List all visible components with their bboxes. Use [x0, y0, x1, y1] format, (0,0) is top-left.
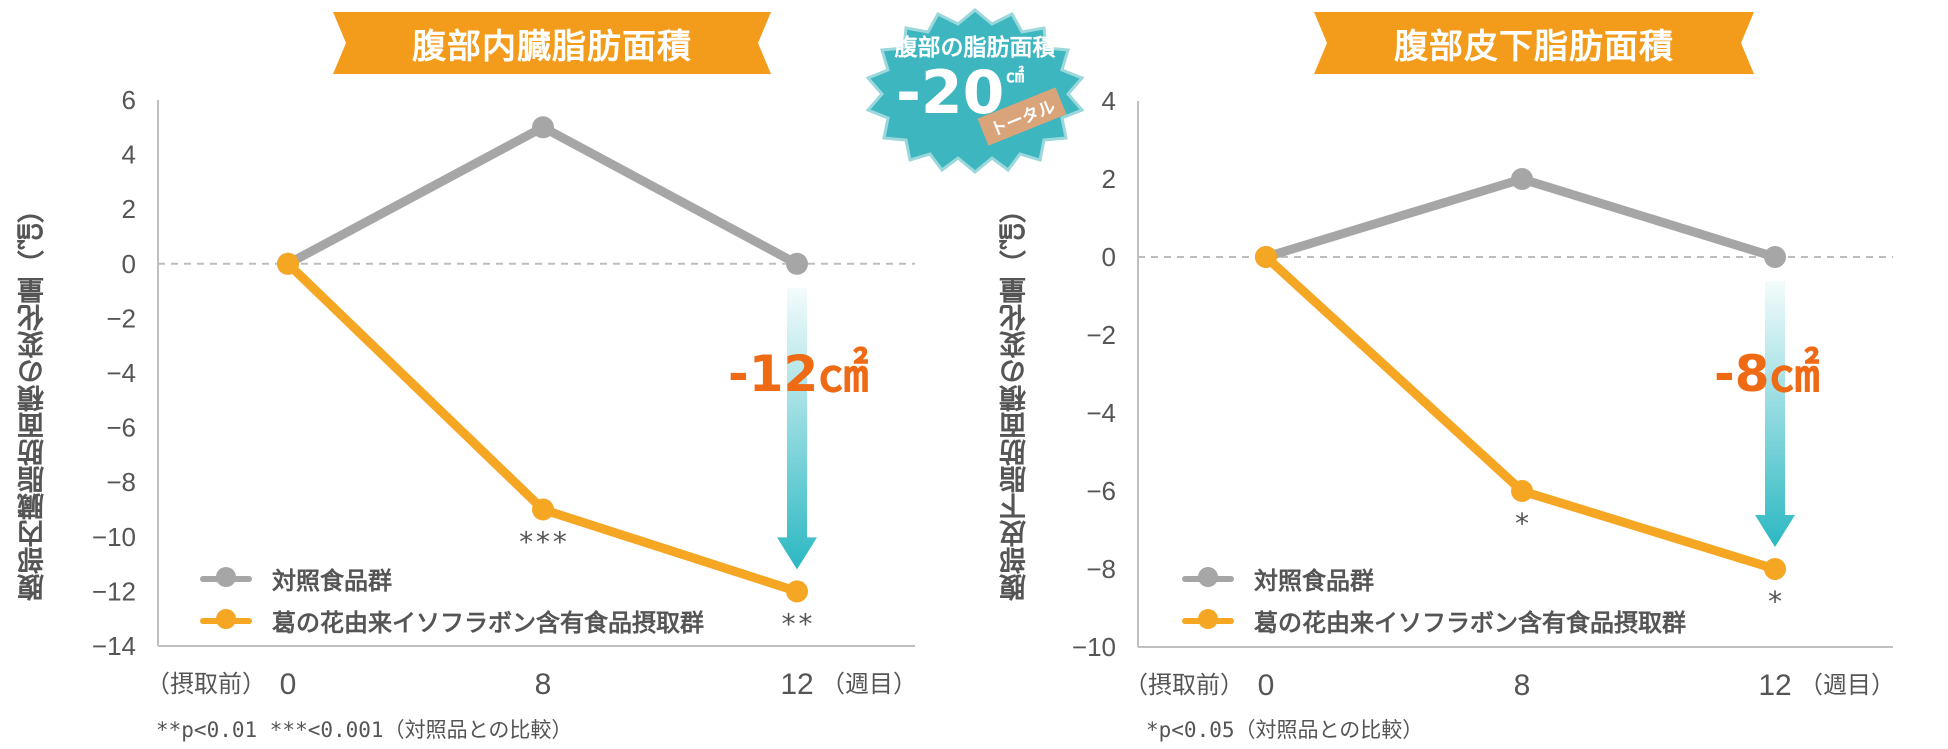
data-point-control	[532, 116, 554, 139]
x-tick-label: 8	[535, 668, 552, 701]
series-line-control	[1261, 174, 1780, 262]
y-tick-label: −6	[1086, 476, 1116, 506]
difference-arrow	[777, 287, 817, 570]
y-tick-label: 0	[1102, 242, 1116, 272]
legend-item-treatment: 葛の花由来イソフラボン含有食品摂取群	[1182, 599, 1686, 641]
significance-mark: **	[780, 607, 814, 640]
data-point-treatment	[532, 498, 554, 521]
delta-label-subcutaneous: -8㎠	[1714, 345, 1820, 403]
difference-arrow	[1755, 281, 1795, 547]
legend-label-control: 対照食品群	[1254, 566, 1374, 595]
legend-visceral: 対照食品群 葛の花由来イソフラボン含有食品摂取群	[200, 557, 704, 641]
legend-swatch-treatment	[1182, 609, 1234, 629]
banner-subcutaneous: 腹部皮下脂肪面積	[1314, 12, 1754, 74]
footnote-visceral: **p<0.01 ***<0.001（対照品との比較）	[156, 718, 573, 742]
y-tick-label: −10	[92, 522, 136, 552]
legend-label-treatment: 葛の花由来イソフラボン含有食品摂取群	[272, 608, 704, 637]
total-badge: 腹部の脂肪面積 -20 ㎠ トータル	[846, 6, 1104, 174]
legend-item-control: 対照食品群	[1182, 557, 1686, 599]
y-tick-label: −14	[92, 631, 136, 661]
data-point-control	[1764, 246, 1786, 268]
legend-item-control: 対照食品群	[200, 557, 704, 599]
chart-title-visceral: 腹部内臓脂肪面積	[412, 26, 692, 67]
footnote-subcutaneous: *p<0.05（対照品との比較）	[1146, 718, 1424, 742]
x-tick-label: 12	[780, 668, 813, 701]
y-tick-label: −4	[106, 358, 136, 388]
significance-mark: ***	[518, 526, 569, 559]
delta-label-visceral: -12㎠	[728, 345, 869, 403]
data-point-treatment	[1511, 480, 1533, 502]
significance-mark: *	[1767, 585, 1784, 618]
badge-unit: ㎠	[1006, 66, 1024, 87]
y-tick-label: 4	[122, 140, 136, 170]
chart-title-subcutaneous: 腹部皮下脂肪面積	[1394, 26, 1674, 67]
banner-ribbon-shape	[333, 12, 771, 74]
y-tick-label: −2	[106, 303, 136, 333]
y-tick-label: 4	[1102, 86, 1116, 116]
significance-mark: *	[1514, 507, 1531, 540]
x-tick-label: 0	[1258, 669, 1275, 702]
data-point-treatment	[1255, 246, 1277, 268]
x-axis-suffix-label: （週目）	[1799, 671, 1895, 699]
data-point-treatment	[277, 252, 299, 275]
starburst-shape	[865, 8, 1085, 174]
legend-label-control: 対照食品群	[272, 566, 392, 595]
y-tick-label: −8	[106, 467, 136, 497]
y-tick-label: −6	[106, 413, 136, 443]
y-tick-label: 2	[1102, 164, 1116, 194]
y-tick-label: 6	[122, 85, 136, 115]
y-tick-label: −4	[1086, 398, 1116, 428]
y-tick-label: 2	[122, 194, 136, 224]
y-tick-label: −2	[1086, 320, 1116, 350]
x-axis-prefix-label: （摂取前）	[146, 670, 266, 698]
y-axis-label-subcutaneous: 腹部皮下脂肪面積の変化量（㎠）	[1000, 196, 1031, 601]
x-tick-label: 12	[1758, 669, 1791, 702]
y-tick-label: −8	[1086, 554, 1116, 584]
x-axis-suffix-label: （週目）	[821, 670, 917, 698]
legend-item-treatment: 葛の花由来イソフラボン含有食品摂取群	[200, 599, 704, 641]
data-point-control	[1511, 168, 1533, 190]
data-point-control	[786, 252, 808, 275]
data-point-treatment	[1764, 558, 1786, 580]
legend-swatch-treatment	[200, 609, 252, 629]
legend-swatch-control	[200, 567, 252, 587]
badge-label: 腹部の脂肪面積	[894, 35, 1056, 61]
y-axis-label-visceral: 腹部内臓脂肪面積の変化量（㎠）	[18, 196, 49, 601]
banner-ribbon-shape	[1314, 12, 1754, 74]
y-tick-label: −10	[1072, 632, 1116, 662]
x-tick-label: 0	[280, 668, 297, 701]
y-tick-label: −12	[92, 576, 136, 606]
x-axis-prefix-label: （摂取前）	[1124, 671, 1244, 699]
legend-subcutaneous: 対照食品群 葛の花由来イソフラボン含有食品摂取群	[1182, 557, 1686, 641]
x-tick-label: 8	[1514, 669, 1531, 702]
legend-swatch-control	[1182, 567, 1234, 587]
legend-label-treatment: 葛の花由来イソフラボン含有食品摂取群	[1254, 608, 1686, 637]
banner-visceral: 腹部内臓脂肪面積	[333, 12, 771, 74]
y-tick-label: 0	[122, 249, 136, 279]
data-point-treatment	[786, 580, 808, 603]
